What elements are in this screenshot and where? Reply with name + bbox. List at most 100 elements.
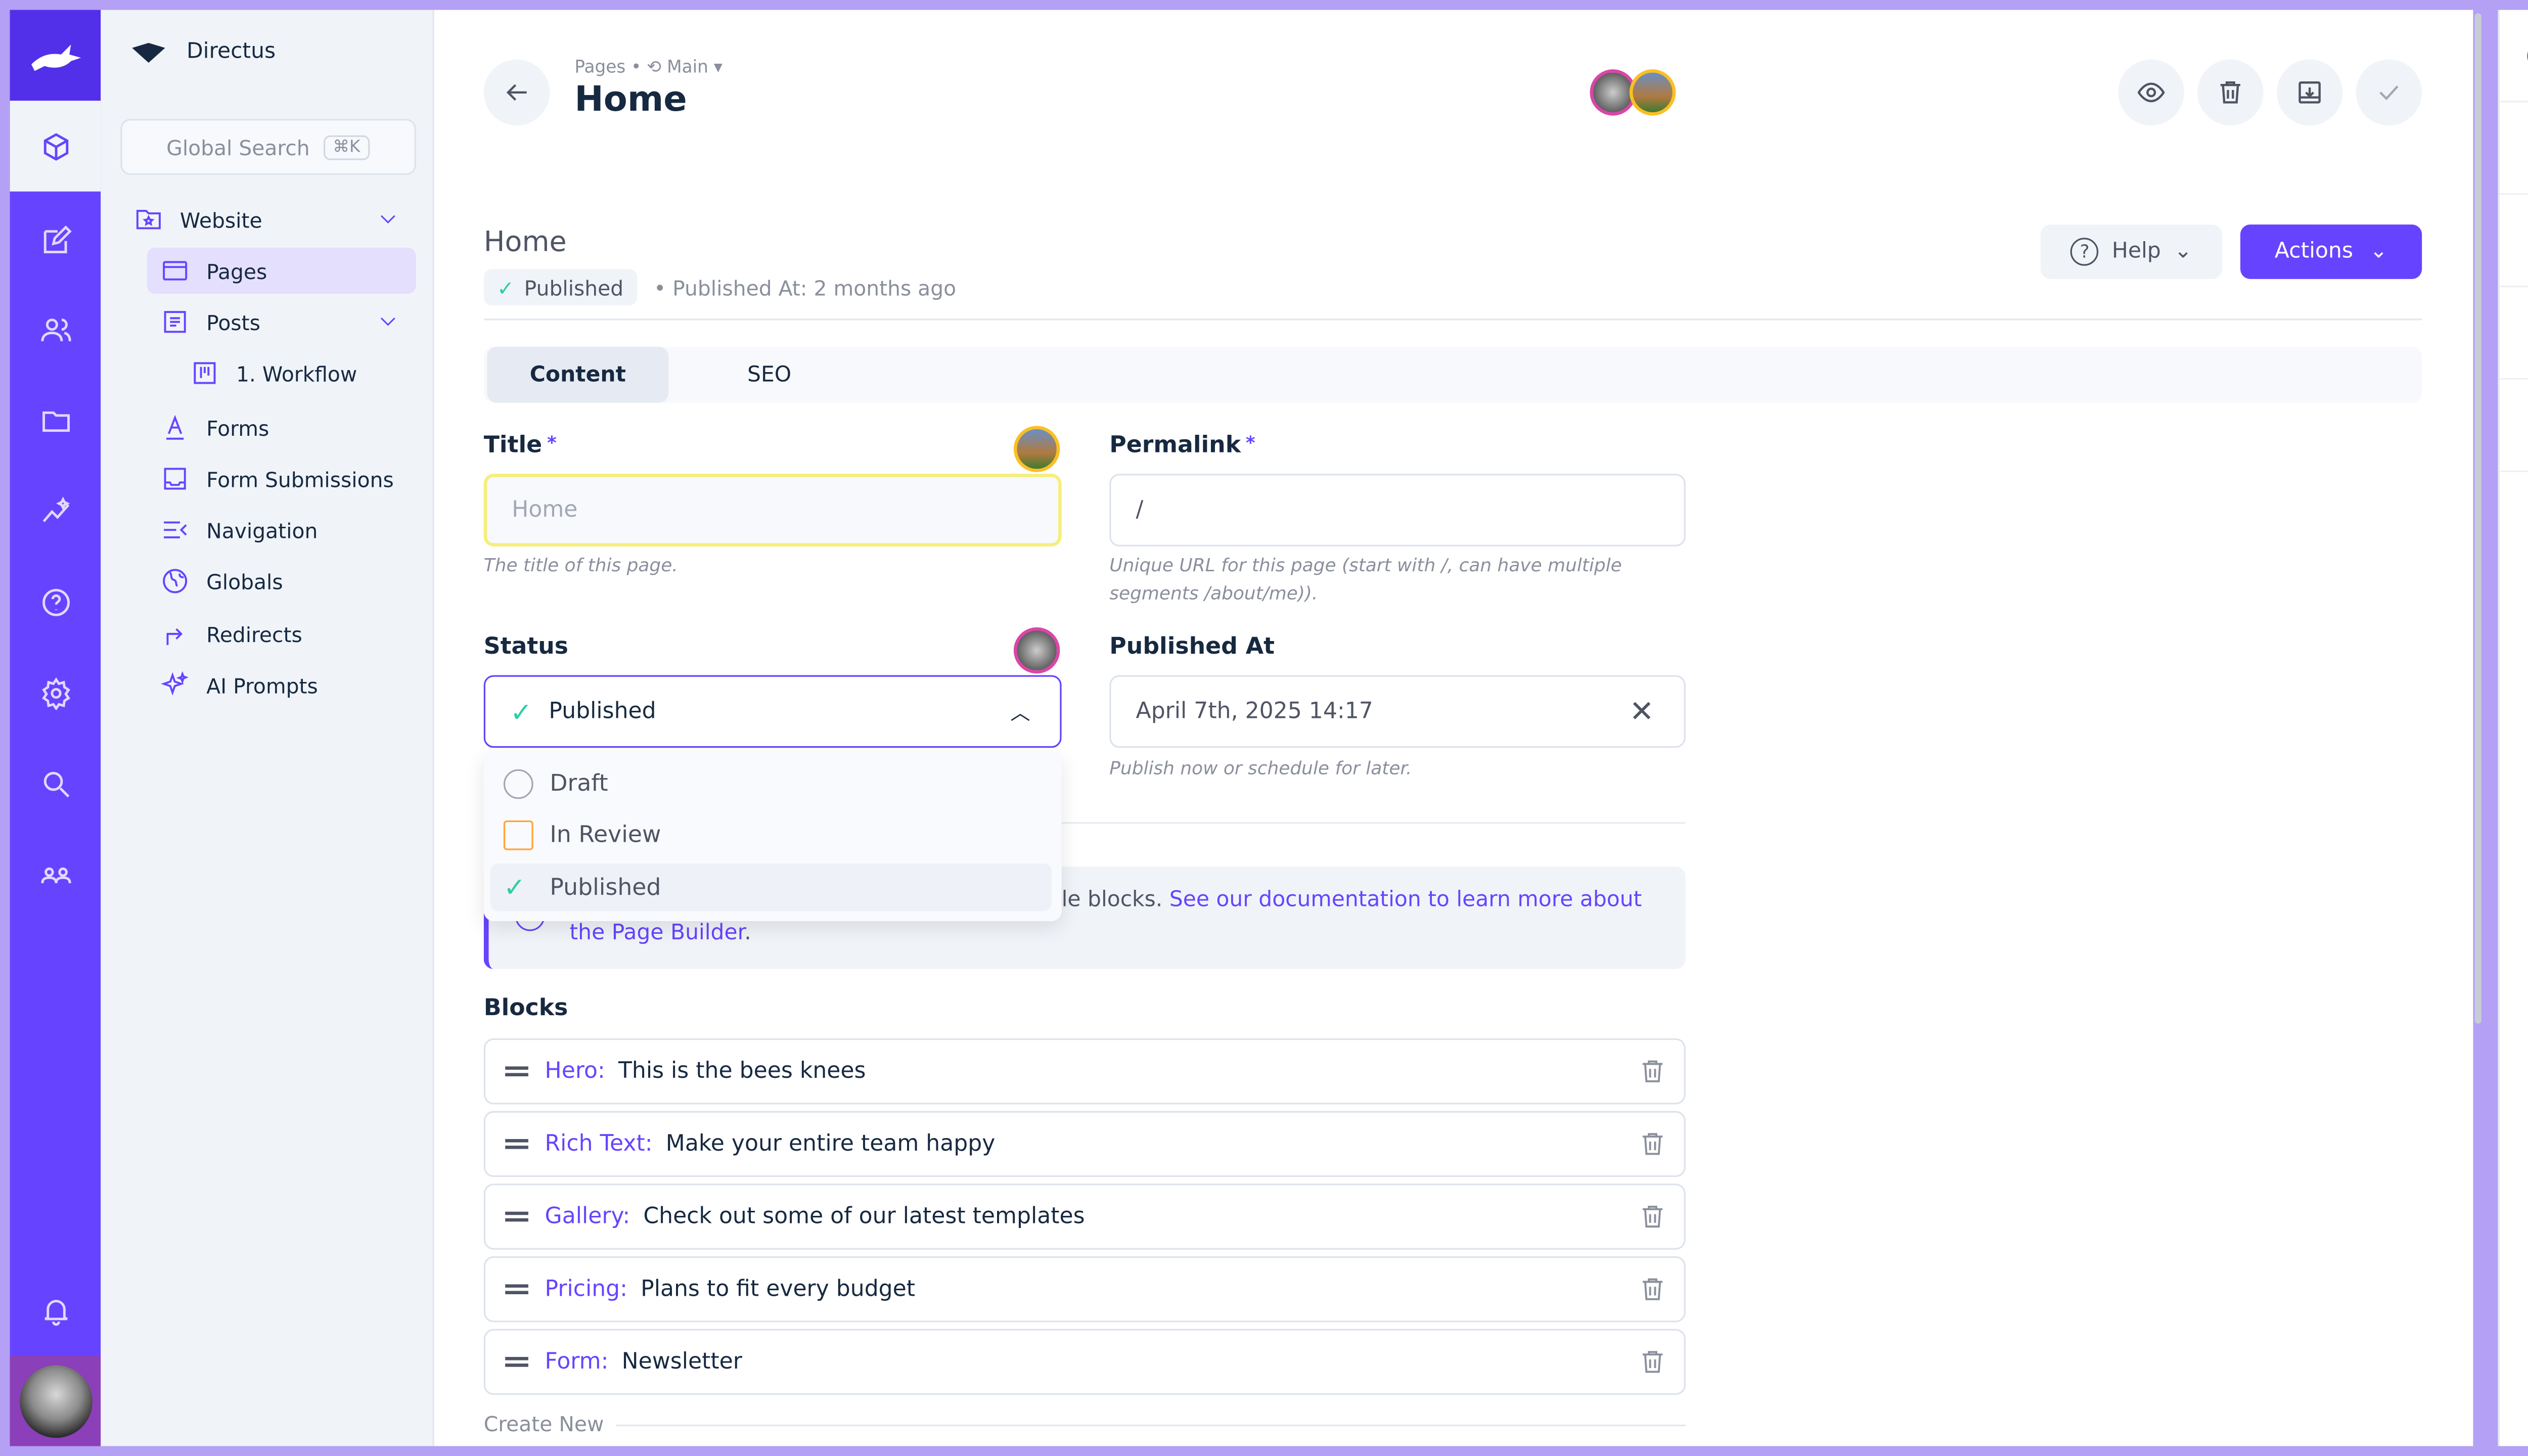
module-insights[interactable]	[10, 466, 101, 557]
nav-item-pages[interactable]: Pages	[147, 247, 416, 294]
page-builder-link[interactable]: the Page Builder	[569, 921, 745, 946]
status-badge: ✓ Published	[483, 269, 637, 306]
divider	[483, 318, 2422, 321]
trash-icon[interactable]	[1638, 1202, 1667, 1232]
comment-icon	[2527, 228, 2528, 254]
chevron-down-icon[interactable]	[376, 310, 399, 334]
tab-seo[interactable]: SEO	[747, 362, 792, 387]
revisions-button[interactable]: 3	[2499, 102, 2528, 195]
trash-icon[interactable]	[1638, 1275, 1667, 1304]
module-bar	[10, 10, 101, 1446]
module-help[interactable]	[10, 556, 101, 647]
block-item[interactable]: Rich Text: Make your entire team happy	[483, 1111, 1686, 1177]
nav-item-label: AI Prompts	[206, 672, 318, 698]
text-format-icon	[166, 415, 184, 440]
module-search[interactable]	[10, 738, 101, 829]
module-users[interactable]	[10, 284, 101, 375]
module-files[interactable]	[10, 375, 101, 466]
bolt-icon	[2523, 408, 2528, 441]
block-item[interactable]: Gallery: Check out some of our latest tem…	[483, 1184, 1686, 1250]
breadcrumb: Pages • ⟲ Main ▾	[574, 58, 723, 77]
drag-handle-icon[interactable]	[505, 1211, 528, 1222]
permalink-label: Permalink *	[1109, 433, 1255, 459]
module-visual-editor[interactable]	[10, 195, 101, 286]
info-button[interactable]	[2499, 10, 2528, 103]
nav-item-globals[interactable]: Globals	[147, 558, 416, 604]
navigation-sidebar: Directus Global Search ⌘K Website Pages …	[101, 10, 434, 1446]
shortcuts-button[interactable]	[2500, 1354, 2528, 1446]
breadcrumb-pages[interactable]: Pages	[574, 58, 626, 78]
published-at-input[interactable]: April 7th, 2025 14:17 ✕	[1109, 675, 1686, 748]
back-button[interactable]	[483, 59, 550, 126]
nav-item-redirects[interactable]: Redirects	[147, 611, 416, 657]
option-draft[interactable]: Draft	[490, 759, 1052, 807]
nav-item-navigation[interactable]: Navigation	[147, 507, 416, 553]
title-input[interactable]: Home	[483, 474, 1062, 547]
flows-button[interactable]	[2499, 380, 2528, 472]
drag-handle-icon[interactable]	[505, 1139, 528, 1149]
nav-item-forms[interactable]: Forms	[147, 404, 416, 450]
help-button[interactable]: ? Help ⌄	[2040, 224, 2223, 279]
block-item[interactable]: Pricing: Plans to fit every budget	[483, 1256, 1686, 1323]
preview-button[interactable]	[2118, 59, 2185, 126]
web-page-icon	[163, 261, 188, 281]
chevron-down-icon[interactable]	[376, 208, 399, 231]
option-published[interactable]: ✓ Published	[490, 863, 1052, 912]
block-item[interactable]: Hero: This is the bees knees	[483, 1038, 1686, 1105]
nav-item-posts[interactable]: Posts	[147, 299, 416, 345]
redirect-arrow-icon	[166, 628, 183, 645]
nav-item-website[interactable]: Website	[120, 197, 416, 243]
trash-icon[interactable]	[1638, 1129, 1667, 1159]
help-icon	[41, 588, 69, 616]
nav-item-ai-prompts[interactable]: AI Prompts	[147, 662, 416, 708]
global-search-input[interactable]: Global Search ⌘K	[120, 119, 416, 175]
module-settings[interactable]	[10, 647, 101, 738]
drag-handle-icon[interactable]	[505, 1357, 528, 1367]
share-icon	[2527, 330, 2528, 336]
insights-icon	[42, 495, 69, 522]
module-groups[interactable]	[10, 829, 101, 920]
option-in-review[interactable]: In Review	[490, 810, 1052, 858]
share-button[interactable]	[2499, 287, 2528, 380]
user-avatar[interactable]	[10, 1355, 101, 1446]
block-type: Form:	[545, 1348, 609, 1376]
published-at-value: April 7th, 2025 14:17	[1136, 698, 1373, 725]
tab-content[interactable]: Content	[487, 346, 669, 403]
trash-icon[interactable]	[1638, 1347, 1667, 1377]
scrollbar[interactable]	[2474, 13, 2481, 1024]
delete-button[interactable]	[2197, 59, 2264, 126]
module-content[interactable]	[10, 101, 101, 192]
save-button[interactable]	[2356, 59, 2422, 126]
block-type: Pricing:	[545, 1276, 628, 1303]
block-type: Gallery:	[545, 1203, 630, 1230]
comments-button[interactable]	[2499, 195, 2528, 288]
nav-item-form-submissions[interactable]: Form Submissions	[147, 456, 416, 502]
page-title: Home	[574, 79, 687, 119]
nav-item-workflow[interactable]: 1. Workflow	[176, 350, 416, 396]
clear-icon[interactable]: ✕	[1629, 694, 1654, 729]
actions-button[interactable]: Actions ⌄	[2240, 224, 2422, 279]
sparkles-icon	[161, 671, 189, 696]
check-icon: ✓	[510, 696, 532, 727]
directus-logo[interactable]	[10, 10, 101, 101]
permalink-input[interactable]: /	[1109, 474, 1686, 547]
notifications-button[interactable]	[10, 1264, 101, 1355]
drag-handle-icon[interactable]	[505, 1284, 528, 1295]
review-icon	[503, 820, 533, 850]
collaborator-avatar[interactable]	[1629, 69, 1676, 116]
version-selector[interactable]: Main	[666, 58, 708, 78]
trash-icon[interactable]	[1638, 1057, 1667, 1086]
permalink-hint: Unique URL for this page (start with /, …	[1109, 555, 1622, 605]
caret-down-icon[interactable]: ▾	[713, 58, 723, 78]
search-icon	[43, 771, 69, 797]
archive-button[interactable]	[2276, 59, 2343, 126]
project-header[interactable]: Directus	[130, 39, 276, 64]
drag-handle-icon[interactable]	[505, 1066, 528, 1076]
status-select[interactable]: ✓ Published ︿	[483, 675, 1062, 748]
edit-square-icon	[43, 224, 71, 253]
documentation-link[interactable]: See our documentation to learn more abou…	[1169, 888, 1642, 913]
divider	[1061, 822, 1686, 824]
rabbit-logo-icon	[30, 43, 80, 70]
create-new-button[interactable]: Create New	[483, 1411, 604, 1436]
block-item[interactable]: Form: Newsletter	[483, 1329, 1686, 1395]
